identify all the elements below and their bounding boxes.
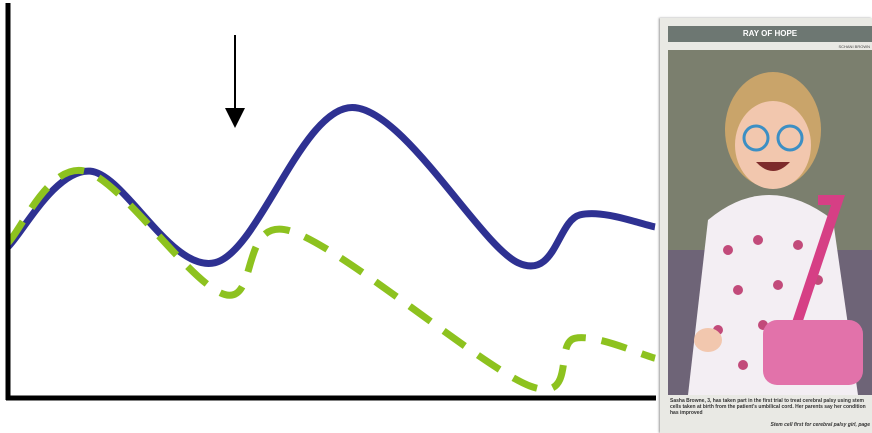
reference: Stem cell first for cerebral palsy girl,… — [770, 422, 870, 428]
line — [5, 103, 656, 270]
headline: RAY OF HOPE — [668, 26, 872, 42]
line — [5, 167, 656, 393]
caption: Sasha Browne, 3, has taken part in the f… — [670, 398, 866, 416]
byline: SCHANI BROWN — [838, 44, 870, 49]
newspaper-clipping: RAY OF HOPE SCHANI BROWN Sasha Browne, 3… — [660, 18, 872, 433]
photo — [668, 50, 872, 395]
chart — [5, 3, 656, 401]
